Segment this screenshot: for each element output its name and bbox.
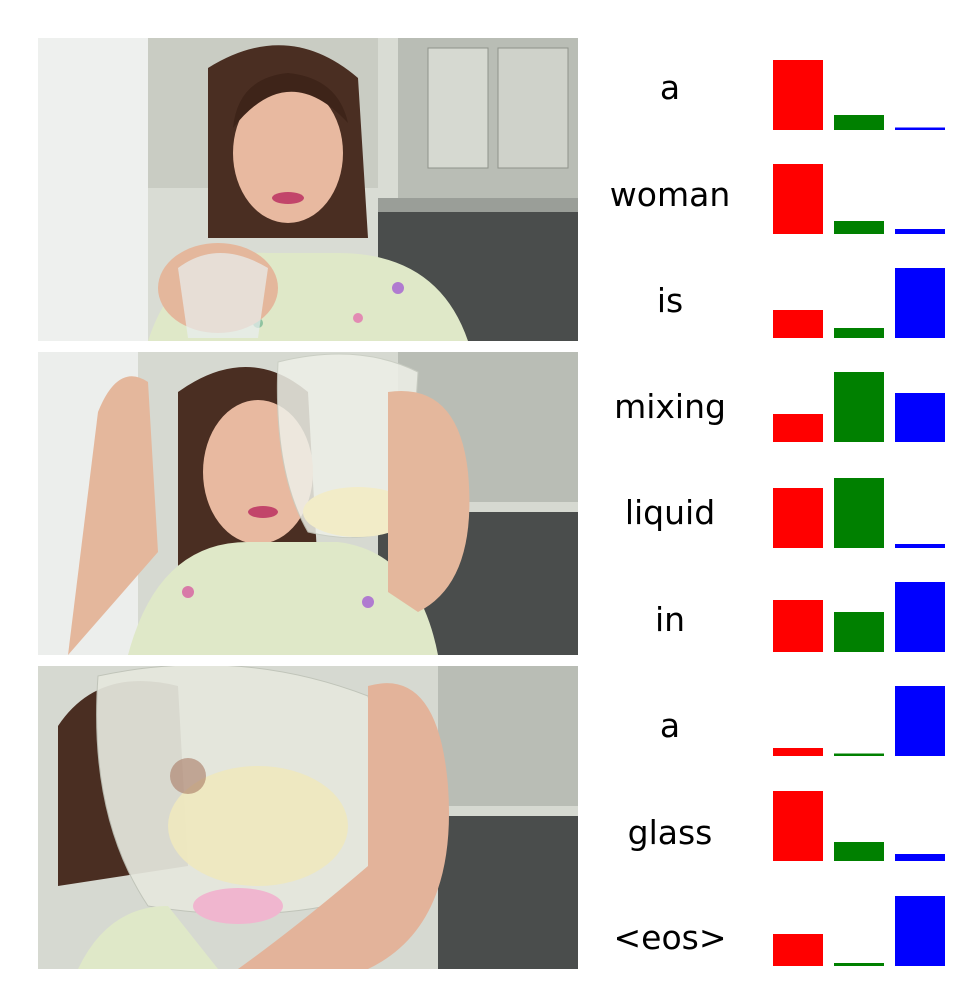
word-label: <eos>: [613, 918, 727, 957]
word-label: a: [659, 706, 681, 745]
video-frame-3: [38, 666, 578, 969]
bar-6-3: [895, 582, 945, 652]
bar-5-2: [834, 478, 884, 548]
word-label: woman: [609, 175, 731, 214]
word-label: is: [656, 281, 684, 320]
bar-7-1: [773, 748, 823, 756]
bar-7-3: [895, 686, 945, 756]
bar-9-1: [773, 934, 823, 966]
bar-7-2: [834, 753, 884, 756]
bar-4-1: [773, 414, 823, 442]
bar-8-1: [773, 791, 823, 861]
bar-3-3: [895, 268, 945, 338]
bar-6-2: [834, 612, 884, 652]
video-frames: [38, 38, 578, 969]
word-label: in: [654, 600, 686, 639]
bar-3-2: [834, 328, 884, 338]
bar-1-1: [773, 60, 823, 130]
caption-words: a woman is mixing liquid in a glass <eos…: [590, 38, 750, 978]
bar-8-3: [895, 854, 945, 861]
bar-1-3: [895, 127, 945, 130]
bar-4-3: [895, 393, 945, 442]
video-frame-1: [38, 38, 578, 341]
word-label: liquid: [624, 493, 716, 532]
video-frame-2: [38, 352, 578, 655]
word-label: glass: [627, 813, 713, 852]
bar-6-1: [773, 600, 823, 652]
bar-2-3: [895, 229, 945, 234]
bar-8-2: [834, 842, 884, 861]
bar-4-2: [834, 372, 884, 442]
bar-5-3: [895, 544, 945, 548]
word-label: a: [659, 68, 681, 107]
bar-5-1: [773, 488, 823, 548]
bar-2-1: [773, 164, 823, 234]
word-label: mixing: [614, 387, 726, 426]
bar-3-1: [773, 310, 823, 338]
bar-9-2: [834, 963, 884, 966]
bar-1-2: [834, 115, 884, 130]
bar-2-2: [834, 221, 884, 234]
bar-9-3: [895, 896, 945, 966]
